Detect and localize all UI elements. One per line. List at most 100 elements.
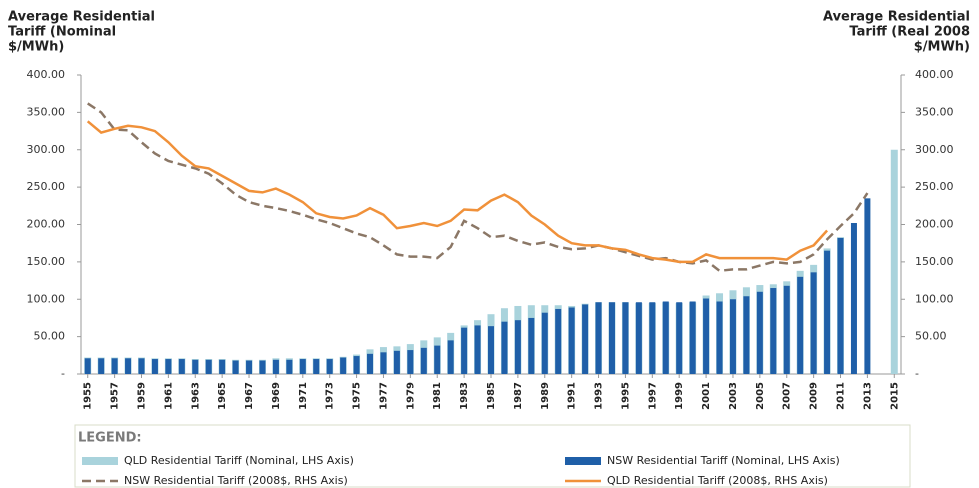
- x-tick-label: 1997: [647, 382, 658, 410]
- bar: [420, 347, 427, 374]
- y2-tick-label: 50.00: [915, 330, 947, 343]
- bar: [111, 358, 118, 374]
- y-tick-label: 350.00: [27, 105, 66, 118]
- y2-tick-label: 250.00: [915, 180, 954, 193]
- y2-tick-label: 350.00: [915, 105, 954, 118]
- bar: [850, 223, 857, 374]
- bar: [568, 307, 575, 374]
- x-tick-label: 2013: [862, 382, 873, 410]
- bar: [299, 359, 306, 374]
- bar: [407, 350, 414, 374]
- bar: [447, 340, 454, 374]
- legend-title: LEGEND:: [78, 431, 142, 446]
- bar: [353, 356, 360, 374]
- x-tick-label: 1967: [244, 382, 255, 410]
- bar: [528, 317, 535, 374]
- x-tick-label: 1963: [190, 382, 201, 410]
- y2-tick-label: 150.00: [915, 255, 954, 268]
- y-tick-label: 200.00: [27, 218, 66, 231]
- x-tick-label: 1993: [594, 382, 605, 410]
- x-tick-label: 1971: [298, 382, 309, 410]
- x-tick-label: 1985: [486, 382, 497, 410]
- bar: [622, 302, 629, 374]
- y2-tick-label: -: [915, 367, 919, 380]
- bar: [555, 308, 562, 374]
- bar: [393, 350, 400, 374]
- line: [87, 102, 869, 273]
- line: [86, 120, 829, 264]
- x-tick-label: 2009: [809, 382, 820, 410]
- bar: [178, 359, 185, 374]
- bar: [98, 358, 105, 374]
- legend-box: [74, 424, 911, 488]
- y2-tick-label: 400.00: [915, 68, 954, 81]
- y-tick-label: 250.00: [27, 180, 66, 193]
- legend-label: QLD Residential Tariff (Nominal, LHS Axi…: [124, 454, 354, 467]
- legend-swatch: [565, 457, 601, 465]
- bar: [890, 149, 898, 374]
- x-tick-label: 2011: [836, 382, 847, 410]
- bar: [703, 298, 710, 374]
- bar: [810, 272, 817, 374]
- x-tick-label: 2003: [728, 382, 739, 410]
- bar: [151, 359, 158, 374]
- x-tick-label: 2015: [889, 382, 900, 410]
- bar: [434, 345, 441, 374]
- bar: [595, 302, 602, 374]
- x-tick-label: 1981: [432, 382, 443, 410]
- bar: [770, 288, 777, 374]
- bar: [259, 360, 266, 374]
- y2-axis-title: $/MWh): [914, 40, 970, 55]
- y2-tick-label: 300.00: [915, 143, 954, 156]
- bar: [232, 360, 239, 374]
- y-tick-label: 300.00: [27, 143, 66, 156]
- bar: [501, 321, 508, 374]
- bar: [756, 291, 763, 374]
- bar: [514, 320, 521, 374]
- y-axis-title: $/MWh): [8, 40, 64, 55]
- bar: [635, 302, 642, 374]
- bar: [783, 285, 790, 374]
- y2-tick-label: 200.00: [915, 218, 954, 231]
- bar: [649, 302, 656, 374]
- y-tick-label: 50.00: [34, 330, 66, 343]
- y-axis-title: Average Residential: [8, 10, 155, 25]
- y-tick-label: 150.00: [27, 255, 66, 268]
- bar: [474, 325, 481, 374]
- x-tick-label: 1973: [325, 382, 336, 410]
- bar: [380, 352, 387, 374]
- bar: [662, 301, 669, 374]
- bar: [205, 359, 212, 374]
- x-tick-label: 1969: [271, 382, 282, 410]
- x-tick-label: 1977: [378, 382, 389, 410]
- y-tick-label: 100.00: [27, 292, 66, 305]
- x-tick-label: 2001: [701, 382, 712, 410]
- bar: [582, 304, 589, 374]
- bar: [192, 359, 199, 374]
- bar: [608, 302, 615, 374]
- x-tick-label: 1999: [674, 382, 685, 410]
- x-tick-label: 1965: [217, 382, 228, 410]
- bar: [797, 276, 804, 374]
- bar: [165, 359, 172, 374]
- bar: [367, 353, 374, 374]
- x-tick-label: 1959: [136, 382, 147, 410]
- y2-axis-title: Tariff (Real 2008: [849, 25, 970, 40]
- x-tick-label: 1987: [513, 382, 524, 410]
- legend-swatch: [82, 457, 118, 465]
- bar: [125, 358, 132, 374]
- legend-label: QLD Residential Tariff (2008$, RHS Axis): [607, 474, 828, 487]
- x-tick-label: 1955: [83, 382, 94, 410]
- bar: [313, 359, 320, 374]
- y2-tick-label: 100.00: [915, 292, 954, 305]
- x-tick-label: 2005: [755, 382, 766, 410]
- x-tick-label: 1957: [110, 382, 121, 410]
- bar: [138, 358, 145, 374]
- x-tick-label: 1983: [459, 382, 470, 410]
- x-tick-label: 1989: [540, 382, 551, 410]
- x-tick-label: 1991: [567, 382, 578, 410]
- bar: [84, 358, 91, 374]
- x-tick-label: 1961: [163, 382, 174, 410]
- bar: [219, 359, 226, 374]
